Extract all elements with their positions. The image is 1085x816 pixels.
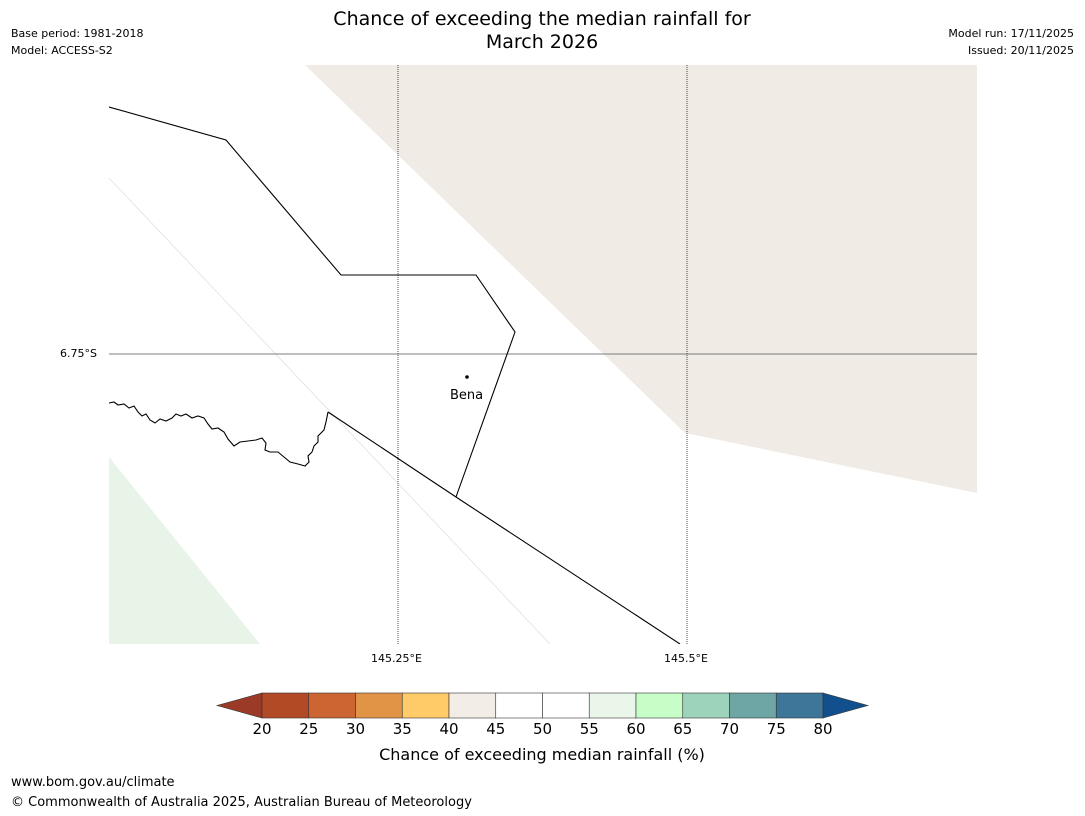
colorbar-tick-70: 70	[719, 720, 740, 738]
colorbar-tick-75: 75	[766, 720, 786, 738]
colorbar-label: Chance of exceeding median rainfall (%)	[379, 745, 705, 764]
region-55-60-percent	[109, 457, 260, 644]
province-boundary	[109, 106, 516, 498]
copyright-text: © Commonwealth of Australia 2025, Austra…	[11, 795, 472, 810]
colorbar-bin-30-35	[355, 692, 403, 719]
colorbar-tick-25: 25	[299, 720, 319, 738]
title-line-1: Chance of exceeding the median rainfall …	[333, 8, 751, 30]
model-run-text: Model run: 17/11/2025	[948, 27, 1074, 40]
model-text: Model: ACCESS-S2	[11, 44, 113, 57]
place-label-bena: Bena	[450, 388, 484, 403]
website-text[interactable]: www.bom.gov.au/climate	[11, 775, 175, 790]
colorbar-bin-40-45	[448, 692, 497, 719]
colorbar-bin-35-40	[401, 692, 450, 719]
bena-location-marker[interactable]	[465, 375, 469, 379]
colorbar-bin-60-65	[635, 692, 684, 719]
region-40-45-percent	[305, 65, 977, 493]
longitude-label-145-25: 145.25°E	[371, 652, 422, 665]
latitude-label: 6.75°S	[60, 347, 97, 360]
colorbar-tick-50: 50	[532, 720, 553, 738]
colorbar-tick-80: 80	[813, 720, 833, 738]
colorbar-bin-55-60	[588, 692, 637, 719]
colorbar-bin-70-75	[729, 692, 777, 719]
colorbar-tick-60: 60	[626, 720, 646, 738]
colorbar-bin-50-55	[542, 692, 590, 719]
title-line-2: March 2026	[485, 31, 599, 53]
longitude-label-145-5: 145.5°E	[664, 652, 708, 665]
issued-text: Issued: 20/11/2025	[967, 44, 1074, 57]
colorbar-extend-low	[215, 692, 263, 719]
colorbar-tick-65: 65	[673, 720, 693, 738]
colorbar-bin-25-30	[308, 692, 356, 719]
colorbar-bin-20-25	[261, 692, 310, 719]
colorbar-bin-65-70	[682, 692, 730, 719]
river-boundary	[109, 401, 329, 467]
contour-line	[109, 177, 551, 644]
colorbar-extend-high	[822, 692, 870, 719]
base-period-text: Base period: 1981-2018	[11, 27, 144, 40]
map-title: Chance of exceeding the median rainfall …	[242, 8, 842, 54]
colorbar-tick-30: 30	[345, 720, 366, 738]
colorbar-tick-40: 40	[439, 720, 459, 738]
colorbar-tick-35: 35	[392, 720, 412, 738]
colorbar-tick-55: 55	[579, 720, 599, 738]
colorbar-bin-75-80	[775, 692, 824, 719]
colorbar-tick-20: 20	[252, 720, 272, 738]
district-boundary	[327, 411, 681, 644]
colorbar-bin-45-50	[495, 692, 543, 719]
colorbar-tick-45: 45	[486, 720, 506, 738]
